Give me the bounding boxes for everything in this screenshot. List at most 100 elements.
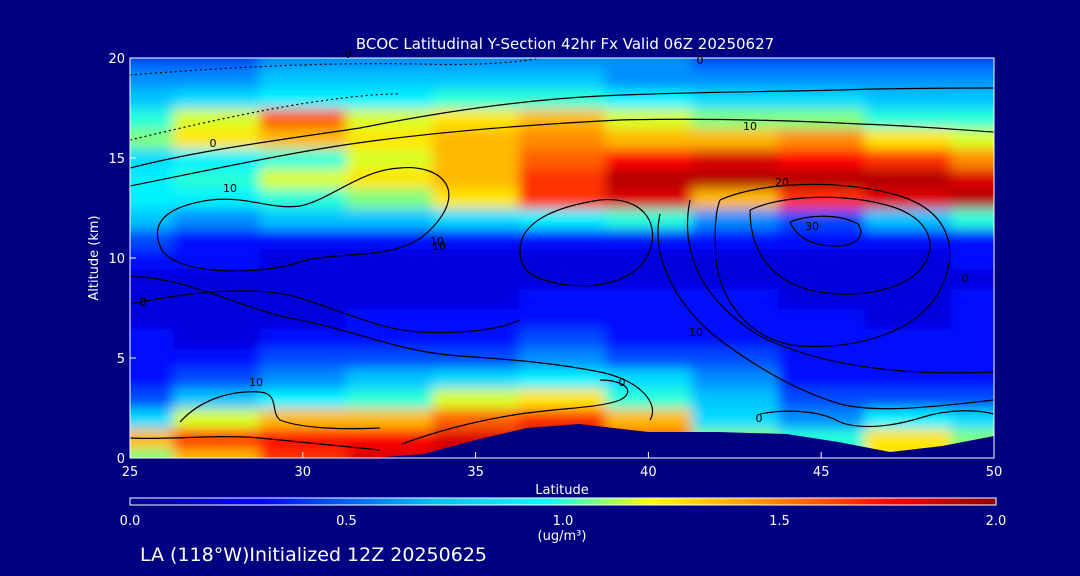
contour-label: 10 bbox=[223, 182, 237, 195]
heatmap-cell bbox=[691, 58, 779, 69]
contour-label: 0 bbox=[619, 376, 626, 389]
heatmap-cell bbox=[432, 88, 520, 109]
heatmap-cell bbox=[605, 148, 693, 169]
heatmap-cell bbox=[173, 108, 261, 129]
heatmap-cell bbox=[346, 388, 434, 409]
heatmap-cell bbox=[432, 148, 520, 169]
heatmap-cell bbox=[518, 148, 607, 169]
heatmap-cell bbox=[605, 108, 693, 129]
heatmap-cell bbox=[173, 248, 261, 269]
heatmap-cell bbox=[778, 208, 866, 229]
heatmap-cell bbox=[950, 188, 994, 209]
heatmap-cell bbox=[346, 408, 434, 429]
heatmap-cell bbox=[691, 188, 779, 209]
heatmap-cell bbox=[518, 288, 607, 309]
heatmap-cell bbox=[950, 58, 994, 69]
heatmap-cell bbox=[518, 128, 607, 149]
heatmap-cell bbox=[259, 328, 347, 349]
heatmap-cell bbox=[518, 268, 607, 289]
heatmap-cell bbox=[864, 108, 952, 129]
heatmap-cell bbox=[691, 128, 779, 149]
colorbar bbox=[129, 497, 997, 506]
heatmap-cell bbox=[173, 428, 261, 449]
heatmap-cell bbox=[605, 288, 693, 309]
heatmap-cell bbox=[864, 88, 952, 109]
heatmap-cell bbox=[691, 148, 779, 169]
heatmap-cell bbox=[518, 388, 607, 409]
heatmap-cell bbox=[518, 308, 607, 329]
heatmap-cell bbox=[864, 58, 952, 69]
heatmap-cell bbox=[346, 328, 434, 349]
y-axis: 0 5 10 15 20 bbox=[108, 52, 136, 467]
heatmap-cell bbox=[864, 408, 952, 429]
heatmap-cell bbox=[346, 428, 434, 449]
heatmap-cell bbox=[173, 308, 261, 329]
heatmap-cell bbox=[605, 248, 693, 269]
colorbar-tick-label: 2.0 bbox=[986, 514, 1007, 529]
footer-initialized-text: LA (118°W)Initialized 12Z 20250625 bbox=[140, 544, 487, 566]
heatmap-cell bbox=[778, 128, 866, 149]
heatmap-cell bbox=[432, 368, 520, 389]
heatmap-cell bbox=[605, 68, 693, 89]
contour-lines bbox=[130, 58, 994, 451]
heatmap-cell bbox=[130, 288, 175, 309]
heatmap-cell bbox=[346, 88, 434, 109]
heatmap-cell bbox=[130, 328, 175, 349]
heatmap-cell bbox=[518, 328, 607, 349]
heatmap-cell bbox=[130, 188, 175, 209]
heatmap-cell bbox=[173, 88, 261, 109]
heatmap-cell bbox=[259, 208, 347, 229]
contour-line bbox=[749, 196, 931, 295]
contour-line bbox=[401, 379, 629, 445]
heatmap-cell bbox=[130, 228, 175, 249]
heatmap-cell bbox=[432, 68, 520, 89]
contour-line bbox=[519, 198, 654, 287]
plot-area bbox=[130, 58, 994, 458]
x-axis: 25 30 35 40 45 50 bbox=[122, 452, 1002, 480]
heatmap-cell bbox=[259, 248, 347, 269]
heatmap-cell bbox=[778, 368, 866, 389]
heatmap-cell bbox=[346, 288, 434, 309]
contour-line bbox=[130, 435, 381, 451]
heatmap-cell bbox=[432, 128, 520, 149]
heatmap-cell bbox=[173, 128, 261, 149]
colorbar-tick-label: 0.5 bbox=[336, 514, 357, 529]
heatmap-cell bbox=[130, 148, 175, 169]
colorbar-tick-label: 1.0 bbox=[553, 514, 574, 529]
heatmap-cell bbox=[864, 208, 952, 229]
heatmap-cell bbox=[864, 288, 952, 309]
heatmap-cell bbox=[864, 68, 952, 89]
heatmap-cell bbox=[778, 268, 866, 289]
heatmap-cell bbox=[346, 188, 434, 209]
heatmap-cell bbox=[691, 388, 779, 409]
heatmap-cell bbox=[432, 348, 520, 369]
heatmap-cell bbox=[691, 368, 779, 389]
heatmap-cell bbox=[130, 108, 175, 129]
heatmap-cell bbox=[346, 168, 434, 189]
heatmap-cell bbox=[778, 148, 866, 169]
heatmap-cell bbox=[691, 88, 779, 109]
heatmap-cell bbox=[173, 348, 261, 369]
heatmap-cell bbox=[259, 88, 347, 109]
contour-line bbox=[130, 58, 541, 76]
heatmap-cell bbox=[605, 268, 693, 289]
heatmap-cell bbox=[691, 248, 779, 269]
heatmap-cell bbox=[778, 168, 866, 189]
heatmap-cell bbox=[864, 148, 952, 169]
heatmap-cell bbox=[259, 348, 347, 369]
heatmap-cell bbox=[518, 68, 607, 89]
heatmap-cell bbox=[130, 248, 175, 269]
contour-line bbox=[130, 118, 994, 187]
contour-label: 0 bbox=[345, 48, 352, 61]
heatmap-cell bbox=[346, 208, 434, 229]
heatmap-cell bbox=[950, 108, 994, 129]
heatmap-cell bbox=[778, 58, 866, 69]
heatmap-cell bbox=[950, 128, 994, 149]
heatmap-cell bbox=[950, 268, 994, 289]
heatmap-cell bbox=[778, 108, 866, 129]
heatmap-cell bbox=[605, 348, 693, 369]
heatmap-cell bbox=[259, 148, 347, 169]
heatmap-cell bbox=[605, 408, 693, 429]
